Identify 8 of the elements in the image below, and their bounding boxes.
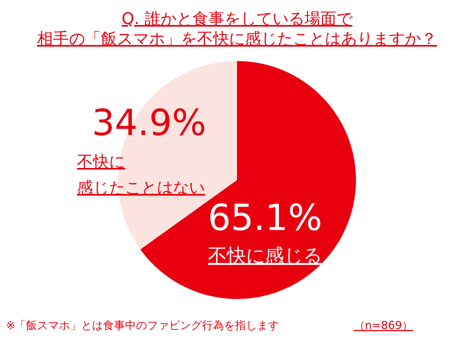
data-label: 34.9% xyxy=(92,103,206,144)
text: （n=869） xyxy=(354,319,413,332)
chart-title: Q. 誰かと食事をしている場面で xyxy=(122,9,354,28)
slice-label: 不快に感じたことはない xyxy=(77,152,205,197)
text: ※「飯スマホ」とは食事中のファビング行為を指します xyxy=(6,319,280,332)
data-label: 65.1% xyxy=(208,198,322,239)
slice-label: 不快に感じる xyxy=(208,245,322,267)
chart-subtitle: 相手の「飯スマホ」を不快に感じたことはありますか？ xyxy=(37,29,437,48)
